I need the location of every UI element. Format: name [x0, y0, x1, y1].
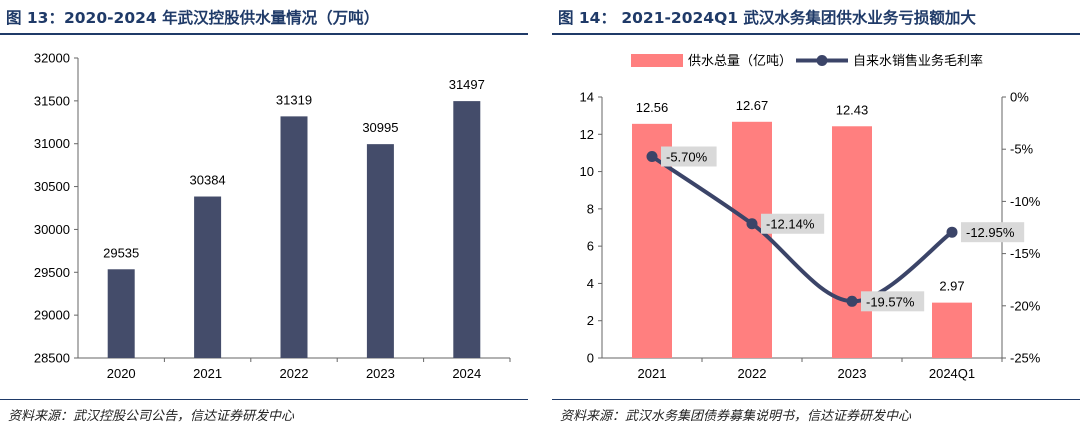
y-tick-label-right: -20%: [1010, 298, 1041, 313]
x-tick-label: 2020: [107, 366, 136, 381]
bar: [366, 144, 394, 358]
y-tick-label-left: 10: [580, 164, 594, 179]
line-data-label: -12.14%: [766, 217, 815, 232]
bar: [832, 126, 872, 358]
x-tick-label: 2022: [280, 366, 309, 381]
y-tick-label-left: 14: [580, 90, 594, 105]
y-tick-label: 29000: [34, 308, 70, 323]
bar-data-label: 12.56: [636, 100, 669, 115]
y-tick-label: 28500: [34, 351, 70, 366]
x-tick-label: 2023: [838, 366, 867, 381]
title-divider: [0, 33, 528, 35]
bar: [932, 302, 972, 358]
line-data-label: -12.95%: [966, 225, 1015, 240]
x-tick-label: 2021: [638, 366, 667, 381]
line-point: [746, 218, 758, 230]
bar-data-label: 30995: [362, 120, 398, 135]
panel-supply-loss: 图 14： 2021-2024Q1 武汉水务集团供水业务亏损额加大 供水总量（亿…: [552, 0, 1080, 427]
bar-data-label: 29535: [103, 245, 139, 260]
y-tick-label: 30500: [34, 179, 70, 194]
line-point: [646, 151, 658, 163]
legend-swatch-bar: [631, 54, 683, 67]
bar-chart-fig13: 28500 29000 29500 30000 30500 31000 31500 32000…: [34, 51, 511, 381]
bar: [107, 269, 135, 358]
y-tick-label: 30000: [34, 222, 70, 237]
chart-title-fig14: 图 14： 2021-2024Q1 武汉水务集团供水业务亏损额加大: [558, 9, 976, 27]
margin-line: [650, 154, 954, 304]
chart-title-fig13: 图 13：2020-2024 年武汉控股供水量情况（万吨）: [6, 9, 380, 27]
bar: [732, 121, 772, 358]
y-tick-label-right: -5%: [1010, 142, 1034, 157]
x-tick-label: 2022: [738, 366, 767, 381]
bar-data-label: 31319: [276, 92, 312, 107]
line-point: [946, 226, 958, 238]
line-point: [846, 295, 858, 307]
line-data-label: -19.57%: [866, 294, 915, 309]
y-tick-label-left: 6: [587, 239, 594, 254]
legend-marker-line: [816, 55, 828, 66]
line-data-label-box: [761, 213, 825, 234]
legend-label-bar: 供水总量（亿吨）: [688, 53, 792, 68]
bar: [453, 101, 481, 358]
bar-data-label: 2.97: [939, 279, 964, 294]
x-tick-label: 2023: [366, 366, 395, 381]
y-tick-label-left: 8: [587, 201, 594, 216]
y-tick-label-left: 12: [580, 127, 594, 142]
y-tick-label-left: 4: [587, 276, 594, 291]
y-tick-label-left: 2: [587, 313, 594, 328]
bar-data-label: 12.43: [836, 102, 869, 117]
y-tick-label: 31000: [34, 136, 70, 151]
y-tick-label-right: 0%: [1010, 90, 1029, 105]
bar: [280, 116, 308, 358]
line-data-label-box: [961, 222, 1025, 243]
legend-label-line: 自来水销售业务毛利率: [853, 53, 983, 68]
line-data-label: -5.70%: [666, 150, 708, 165]
combo-chart-fig14: 供水总量（亿吨） 自来水销售业务毛利率 0 2 4 6 8 10 12 14 0% -5% -10% -1…: [580, 53, 1041, 381]
bar-data-label: 12.67: [736, 98, 769, 113]
y-tick-label-right: -25%: [1010, 351, 1041, 366]
source-divider: [552, 399, 1080, 400]
x-tick-label: 2024Q1: [929, 366, 975, 381]
source-note-fig13: 资料来源：武汉控股公司公告，信达证券研发中心: [8, 409, 295, 424]
y-tick-label-right: -15%: [1010, 246, 1041, 261]
source-divider: [0, 399, 528, 400]
line-data-label-box: [861, 291, 925, 312]
source-note-fig14: 资料来源：武汉水务集团债券募集说明书，信达证券研发中心: [560, 409, 912, 424]
bar-data-label: 31497: [449, 77, 485, 92]
bar: [194, 196, 222, 358]
y-tick-label: 29500: [34, 265, 70, 280]
y-tick-label-left: 0: [587, 351, 594, 366]
y-tick-label-right: -10%: [1010, 194, 1041, 209]
panel-water-supply-volume: 图 13：2020-2024 年武汉控股供水量情况（万吨） 28500 29000…: [0, 0, 528, 427]
line-data-label-box: [661, 146, 717, 167]
y-tick-label: 32000: [34, 51, 70, 66]
x-tick-label: 2021: [193, 366, 222, 381]
bar-data-label: 30384: [190, 173, 226, 188]
title-divider: [552, 33, 1080, 35]
x-tick-label: 2024: [452, 366, 481, 381]
y-tick-label: 31500: [34, 93, 70, 108]
